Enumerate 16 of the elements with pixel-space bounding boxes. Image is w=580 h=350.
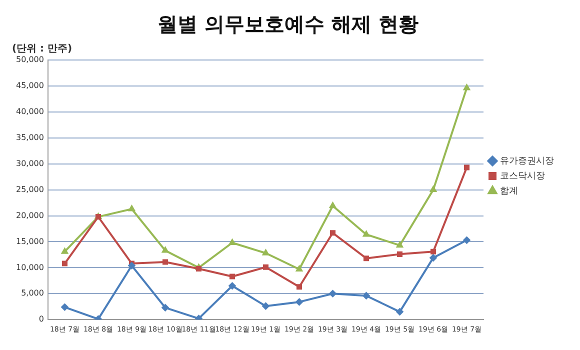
- y-tick-label: 45,000: [16, 81, 44, 90]
- y-tick-label: 25,000: [16, 184, 44, 194]
- y-tick-label: 5,000: [21, 288, 44, 298]
- y-axis-title: (단위 : 만주): [12, 44, 72, 55]
- legend-label: 코스닥시장: [500, 171, 545, 182]
- y-tick-label: 30,000: [16, 158, 44, 168]
- y-tick-label: 10,000: [16, 262, 44, 272]
- y-tick-label: 50,000: [16, 55, 44, 64]
- legend-label: 유가증권시장: [500, 156, 554, 166]
- y-tick-label: 20,000: [16, 210, 44, 220]
- legend-label: 합계: [500, 186, 518, 196]
- chart-title: 월별 의무보호예수 해제 현황: [158, 12, 418, 36]
- y-tick-label: 15,000: [16, 236, 44, 246]
- y-tick-label: 40,000: [16, 107, 44, 116]
- y-tick-label: 0: [38, 314, 44, 324]
- y-tick-label: 35,000: [16, 132, 44, 142]
